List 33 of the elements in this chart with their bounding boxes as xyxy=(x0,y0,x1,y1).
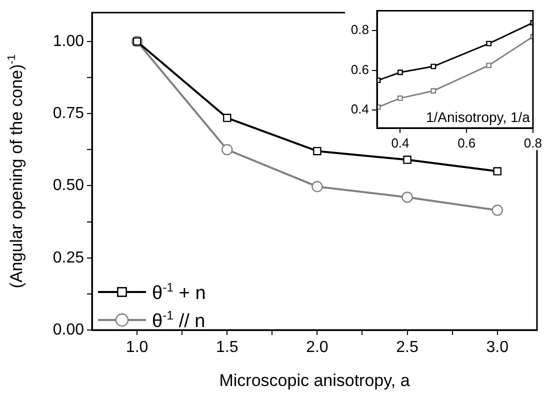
y-tick-label: 1.00 xyxy=(52,32,84,50)
point xyxy=(430,88,436,94)
x-tick-label: 2.0 xyxy=(306,339,328,356)
x-tick-label: 0.4 xyxy=(391,135,410,150)
point xyxy=(492,204,503,216)
point xyxy=(486,62,492,68)
y-tick-label: 0.50 xyxy=(52,177,84,194)
y-tick-label: 0.00 xyxy=(52,321,84,338)
x-tick-label: 0.6 xyxy=(458,135,476,150)
point xyxy=(486,40,492,46)
x-tick-label: 0.8 xyxy=(524,135,542,150)
x-tick-label: 2.5 xyxy=(396,339,418,356)
point xyxy=(403,156,412,164)
y-tick-label: 0.8 xyxy=(350,22,369,38)
x-tick-label: 1.0 xyxy=(126,339,148,356)
point xyxy=(398,70,403,76)
y-tick-label: 0.25 xyxy=(52,249,84,266)
x-tick-label: 1.5 xyxy=(216,339,238,356)
x-axis-title: Microscopic anisotropy, a xyxy=(219,371,410,390)
point xyxy=(313,146,322,156)
x-axis-title: 1/Anisotropy, 1/a xyxy=(426,109,530,125)
y-tick-label: 0.6 xyxy=(350,62,369,77)
point xyxy=(402,192,413,203)
y-tick-label: 0.4 xyxy=(350,102,369,117)
y-tick-label: 0.75 xyxy=(52,104,84,122)
x-tick-label: 3.0 xyxy=(486,339,509,356)
point xyxy=(222,144,233,156)
point xyxy=(312,180,323,192)
y-axis-title: (Angular opening of the cone)-1 xyxy=(6,54,26,288)
point xyxy=(398,95,403,101)
point xyxy=(493,167,502,176)
point xyxy=(430,64,436,70)
point xyxy=(222,114,232,122)
